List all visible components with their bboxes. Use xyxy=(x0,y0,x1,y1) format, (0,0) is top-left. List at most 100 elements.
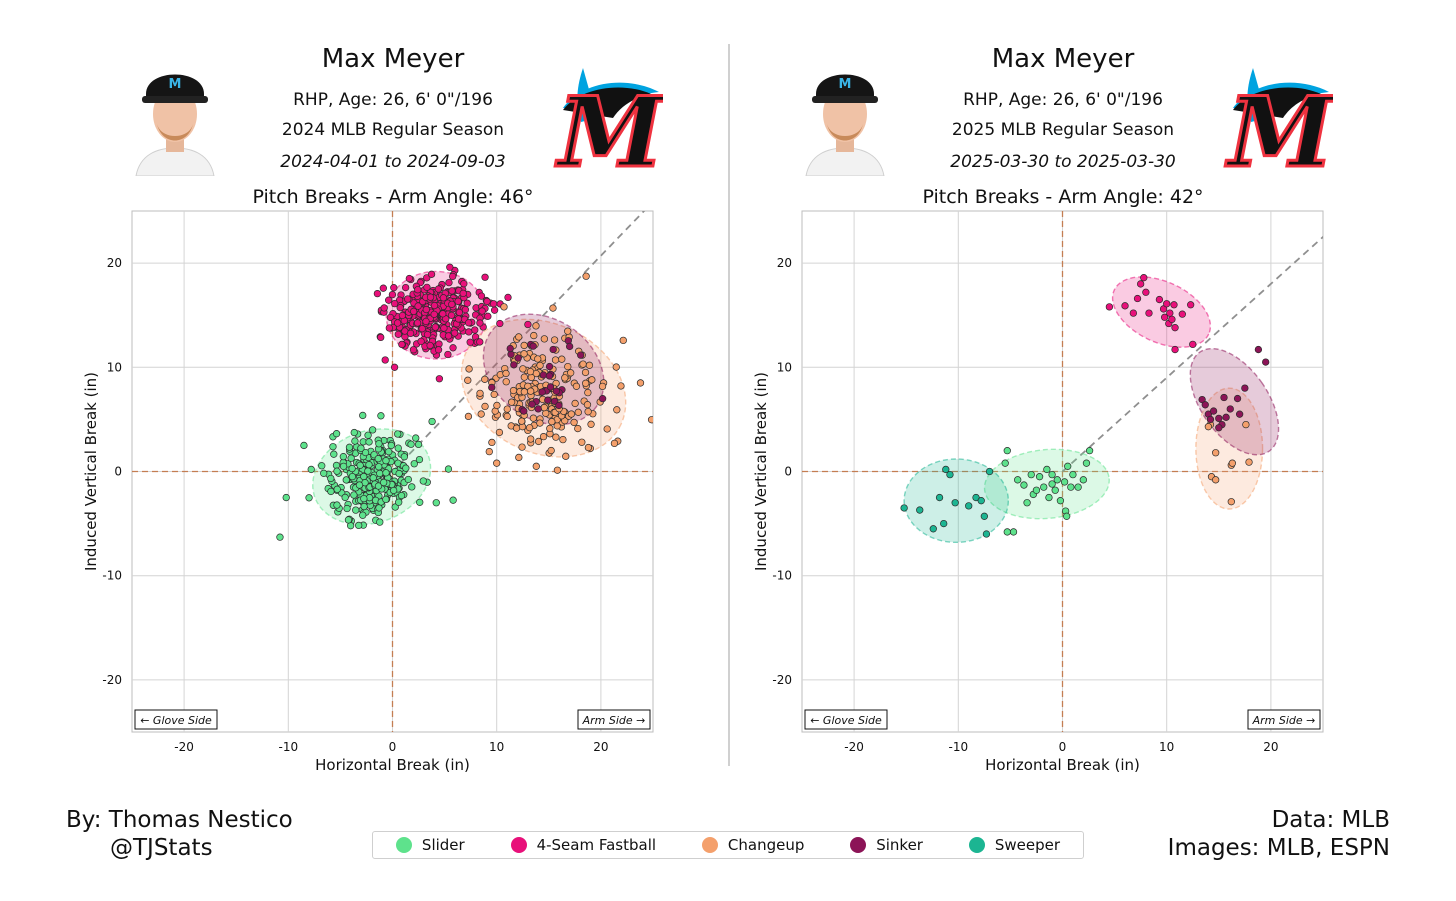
pitch-point xyxy=(427,270,436,278)
pitch-point xyxy=(307,465,315,474)
arm-angle-line xyxy=(1061,235,1323,473)
y-axis-label: Induced Vertical Break (in) xyxy=(752,372,770,571)
pitch-point xyxy=(1048,480,1056,488)
pitch-point xyxy=(464,412,473,421)
pitch-point xyxy=(1262,358,1270,366)
pitch-point xyxy=(500,303,508,311)
pitch-point xyxy=(579,360,587,368)
pitch-point xyxy=(481,273,489,281)
pitch-point xyxy=(610,439,619,448)
pitch-point xyxy=(612,363,620,371)
pitch-point xyxy=(493,459,501,467)
pitch-point xyxy=(1160,313,1169,321)
pitch-point xyxy=(460,280,468,288)
pitch-point xyxy=(584,407,592,416)
pitch-point xyxy=(527,387,535,395)
pitch-point xyxy=(526,367,535,376)
pitch-point xyxy=(414,440,423,449)
pitch-point xyxy=(525,424,534,432)
pitch-point xyxy=(459,289,467,298)
pitch-point xyxy=(395,498,403,506)
pitch-point xyxy=(547,446,555,455)
pitch-point xyxy=(282,493,290,502)
pitch-point xyxy=(393,319,402,327)
pitch-point xyxy=(1023,499,1031,507)
author-credit: By: Thomas Nestico xyxy=(66,807,293,833)
pitch-point xyxy=(490,306,499,314)
x-tick-label: 20 xyxy=(1263,740,1278,754)
pitch-point xyxy=(545,362,554,371)
pitch-point xyxy=(374,455,382,463)
pitch-point xyxy=(495,428,504,437)
svg-text:M: M xyxy=(1225,76,1333,174)
pitch-point xyxy=(410,460,418,468)
pitch-point xyxy=(493,401,501,410)
pitch-point xyxy=(507,398,516,406)
pitch-point xyxy=(380,304,388,312)
pitch-point xyxy=(561,374,569,382)
pitch-ellipse xyxy=(983,448,1110,520)
pitch-point xyxy=(490,390,498,399)
pitch-point xyxy=(327,487,335,496)
pitch-point xyxy=(422,305,430,314)
pitch-point xyxy=(341,493,349,502)
pitch-point xyxy=(509,386,518,395)
pitch-point xyxy=(514,354,522,362)
pitch-point xyxy=(445,278,453,287)
pitch-point xyxy=(552,387,560,395)
svg-text:Arm Side →: Arm Side → xyxy=(1252,714,1316,727)
pitch-point xyxy=(481,375,489,383)
pitch-point xyxy=(382,495,390,504)
pitch-point xyxy=(1242,420,1250,429)
y-tick-label: 10 xyxy=(777,360,792,374)
player-name: Max Meyer xyxy=(321,44,465,74)
pitch-point xyxy=(364,431,372,439)
pitch-point xyxy=(935,493,944,502)
pitch-point xyxy=(343,504,351,513)
pitch-point xyxy=(583,401,592,409)
credits: By: Thomas Nestico @TJStats xyxy=(66,806,293,862)
pitch-point xyxy=(444,465,453,473)
pitch-point xyxy=(553,466,562,474)
pitch-point xyxy=(539,371,548,379)
legend-item: 4-Seam Fastball xyxy=(510,836,656,854)
pitch-point xyxy=(382,469,390,477)
pitch-point xyxy=(559,435,567,444)
pitch-point xyxy=(332,430,341,438)
pitch-point xyxy=(951,499,959,507)
pitch-point xyxy=(582,272,590,280)
pitch-point xyxy=(476,319,484,327)
pitch-point xyxy=(356,461,364,469)
pitch-point xyxy=(512,424,521,432)
pitch-point xyxy=(1241,384,1249,392)
legend-marker xyxy=(968,837,985,853)
pitch-point xyxy=(977,497,985,505)
legend-label: Sweeper xyxy=(994,836,1060,854)
pitch-point xyxy=(1082,459,1091,467)
pitch-ellipse xyxy=(1189,347,1280,456)
pitch-point xyxy=(539,432,548,441)
pitch-point xyxy=(417,337,425,346)
pitch-point xyxy=(647,416,653,424)
pitch-point xyxy=(477,410,485,418)
pitch-point xyxy=(520,350,528,358)
pitch-point xyxy=(423,274,431,282)
pitch-point xyxy=(401,283,410,292)
pitch-point xyxy=(1209,407,1218,415)
x-tick-label: -10 xyxy=(278,740,298,754)
pitch-point xyxy=(1145,309,1153,317)
pitch-point xyxy=(587,420,595,428)
pitch-point xyxy=(444,350,452,359)
pitch-point xyxy=(946,470,954,479)
pitch-point xyxy=(1105,303,1114,311)
svg-text:M: M xyxy=(839,77,852,92)
pitch-point xyxy=(504,293,512,302)
arm-angle-line xyxy=(391,211,646,473)
pitch-point xyxy=(1171,345,1179,354)
pitch-point xyxy=(387,441,395,450)
pitch-point xyxy=(461,306,470,314)
pitch-point xyxy=(1187,301,1195,309)
player-headshot: M xyxy=(132,58,218,176)
pitch-point xyxy=(385,324,393,332)
pitch-point xyxy=(1206,415,1215,424)
